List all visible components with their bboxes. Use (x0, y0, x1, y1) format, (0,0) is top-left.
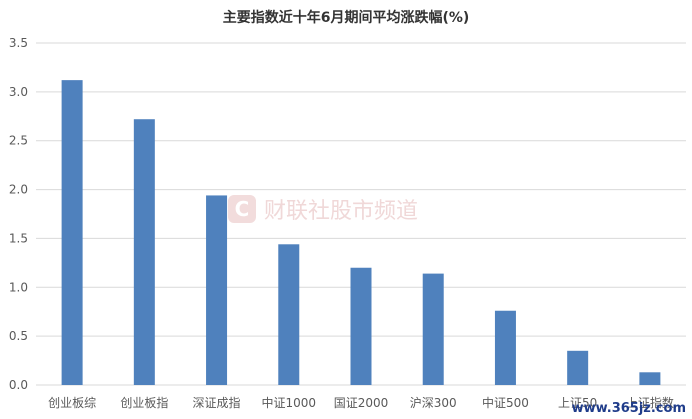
x-tick-label: 深证成指 (193, 395, 241, 410)
bar (494, 310, 516, 385)
x-tick-label: 上证50 (558, 396, 597, 410)
bar (133, 119, 155, 386)
x-tick-label: 中证1000 (262, 395, 317, 410)
y-tick-label: 1.5 (9, 231, 28, 245)
x-tick-label: 国证2000 (334, 396, 389, 410)
watermark-logo-icon (228, 195, 256, 223)
x-tick-label: 创业板指 (120, 395, 168, 410)
y-tick-label: 0.5 (9, 329, 28, 343)
x-tick-label: 沪深300 (410, 396, 457, 410)
watermark: C 财联社股市频道 (228, 195, 418, 224)
y-tick-label: 0.0 (9, 378, 28, 392)
x-tick-label: 上证指数 (626, 395, 674, 410)
bar (350, 267, 372, 385)
watermark-text: 财联社股市频道 (264, 199, 418, 224)
bar (206, 195, 228, 385)
bar (639, 372, 661, 385)
y-tick-label: 2.0 (9, 183, 28, 197)
x-tick-label: 中证500 (482, 395, 529, 410)
category-labels: 创业板综 创业板指 深证成指 中证1000 国证2000 沪深300 中证500 上证50 上证… (48, 395, 674, 410)
y-tick-label: 3.0 (9, 85, 28, 99)
bar (278, 244, 300, 385)
chart-title: 主要指数近十年6月期间平均涨跌幅(%) (223, 9, 470, 26)
bar (567, 350, 589, 385)
bar (422, 273, 444, 385)
watermark-logo-glyph: C (235, 197, 250, 221)
x-tick-label: 创业板综 (48, 396, 96, 410)
bars (61, 80, 661, 386)
y-axis: 0.0 0.5 1.0 1.5 2.0 2.5 3.0 3.5 (9, 36, 28, 392)
y-tick-label: 2.5 (9, 134, 28, 148)
y-tick-label: 3.5 (9, 36, 28, 50)
bar (61, 80, 83, 385)
corner-watermark: www.365jz.com (572, 401, 686, 416)
y-tick-label: 1.0 (9, 280, 28, 294)
